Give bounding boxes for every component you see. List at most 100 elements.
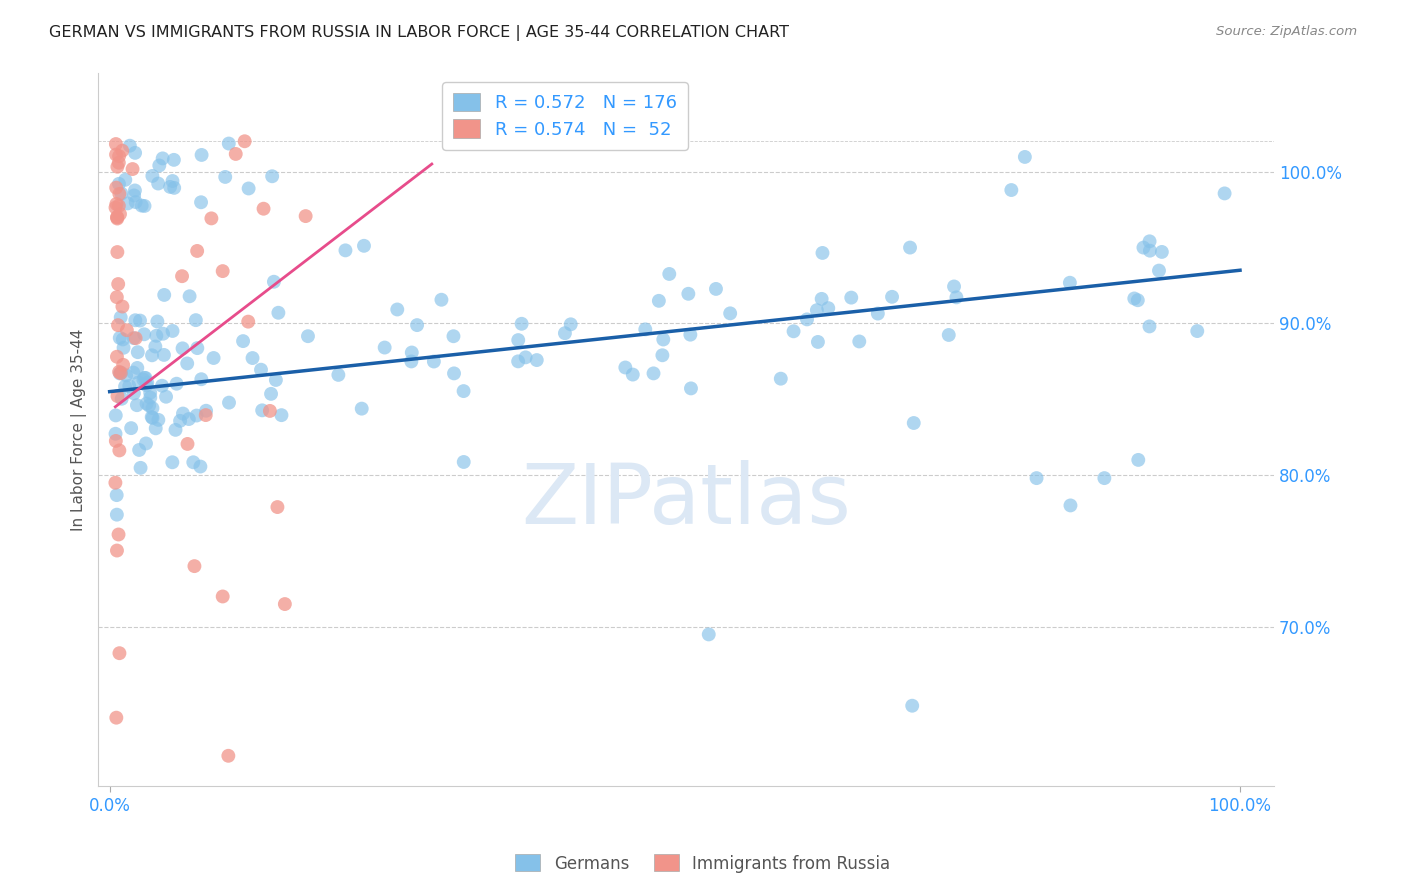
Point: [651, 348, 673, 362]
Text: GERMAN VS IMMIGRANTS FROM RUSSIA IN LABOR FORCE | AGE 35-44 CORRELATION CHART: GERMAN VS IMMIGRANTS FROM RUSSIA IN LABO…: [49, 25, 789, 41]
Point: [162, 455, 184, 469]
Point: [114, 173, 136, 187]
Point: [135, 378, 157, 392]
Point: [186, 341, 208, 355]
Point: [105, 197, 128, 211]
Point: [232, 334, 254, 348]
Point: [166, 376, 188, 391]
Point: [105, 488, 128, 502]
Point: [108, 443, 131, 458]
Point: [135, 371, 157, 385]
Point: [817, 301, 839, 315]
Point: [866, 307, 889, 321]
Point: [453, 384, 475, 398]
Point: [1014, 150, 1036, 164]
Text: Source: ZipAtlas.com: Source: ZipAtlas.com: [1216, 25, 1357, 38]
Point: [135, 436, 157, 450]
Point: [111, 332, 134, 346]
Point: [335, 244, 357, 258]
Point: [839, 291, 862, 305]
Point: [111, 144, 134, 158]
Point: [242, 351, 264, 365]
Point: [172, 342, 194, 356]
Point: [508, 333, 530, 347]
Point: [811, 246, 834, 260]
Point: [107, 527, 129, 541]
Point: [697, 627, 720, 641]
Point: [508, 354, 530, 368]
Point: [1187, 324, 1209, 338]
Point: [401, 345, 423, 359]
Legend: Germans, Immigrants from Russia: Germans, Immigrants from Russia: [509, 847, 897, 880]
Point: [107, 389, 129, 403]
Point: [328, 368, 350, 382]
Point: [163, 153, 186, 167]
Point: [110, 186, 132, 201]
Point: [218, 136, 240, 151]
Point: [211, 264, 233, 278]
Point: [141, 348, 163, 362]
Point: [880, 290, 903, 304]
Point: [155, 390, 177, 404]
Point: [162, 174, 184, 188]
Point: [810, 292, 832, 306]
Point: [186, 244, 208, 258]
Point: [139, 391, 162, 405]
Point: [112, 358, 135, 372]
Point: [105, 711, 128, 725]
Point: [124, 184, 146, 198]
Point: [163, 181, 186, 195]
Point: [453, 455, 475, 469]
Point: [170, 269, 193, 284]
Point: [152, 152, 174, 166]
Point: [401, 354, 423, 368]
Point: [179, 289, 201, 303]
Point: [105, 350, 128, 364]
Point: [148, 177, 170, 191]
Point: [263, 275, 285, 289]
Point: [139, 385, 162, 400]
Point: [128, 442, 150, 457]
Point: [111, 392, 134, 406]
Point: [124, 331, 146, 345]
Point: [262, 169, 284, 184]
Point: [146, 314, 169, 328]
Point: [1213, 186, 1236, 201]
Point: [560, 318, 582, 332]
Point: [104, 409, 127, 423]
Point: [387, 302, 409, 317]
Point: [108, 331, 131, 345]
Point: [807, 334, 830, 349]
Point: [1092, 471, 1115, 485]
Point: [122, 331, 145, 345]
Point: [443, 367, 465, 381]
Point: [110, 310, 132, 325]
Point: [250, 362, 273, 376]
Point: [105, 210, 128, 224]
Point: [105, 543, 128, 558]
Point: [1059, 276, 1081, 290]
Point: [267, 306, 290, 320]
Point: [217, 748, 239, 763]
Point: [129, 313, 152, 327]
Point: [190, 459, 212, 474]
Point: [105, 160, 128, 174]
Point: [260, 387, 283, 401]
Point: [141, 401, 163, 416]
Point: [115, 368, 138, 383]
Point: [150, 378, 173, 392]
Point: [901, 698, 924, 713]
Point: [148, 413, 170, 427]
Point: [938, 328, 960, 343]
Point: [1128, 453, 1150, 467]
Point: [782, 324, 804, 338]
Point: [145, 328, 167, 343]
Point: [105, 508, 128, 522]
Point: [898, 241, 921, 255]
Point: [225, 147, 247, 161]
Point: [526, 353, 548, 368]
Point: [108, 155, 131, 169]
Point: [266, 500, 288, 514]
Point: [297, 329, 319, 343]
Point: [124, 313, 146, 327]
